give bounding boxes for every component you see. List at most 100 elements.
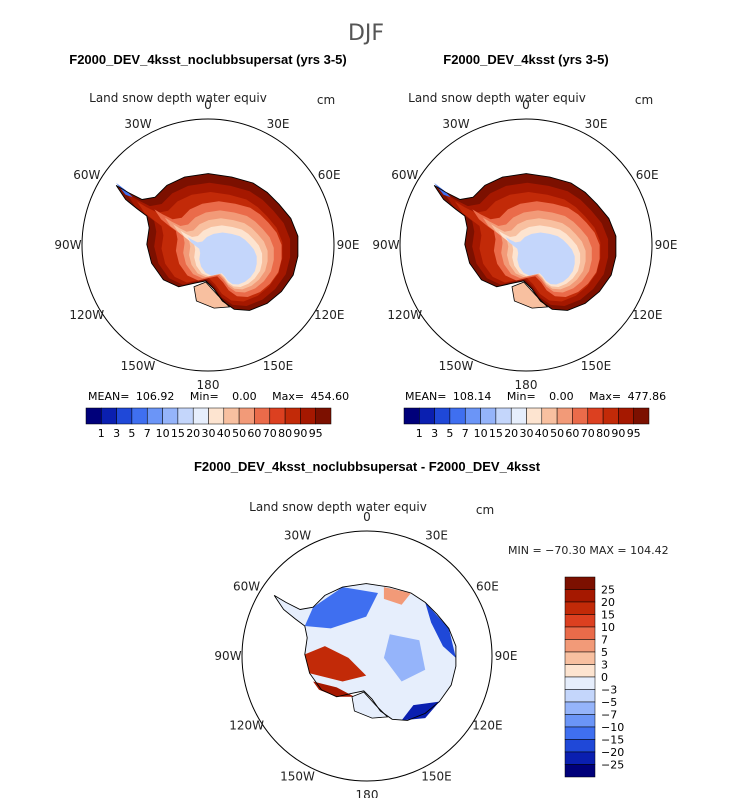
colorbar-swatch-5 bbox=[162, 407, 179, 425]
colorbar-swatch-8 bbox=[564, 676, 596, 690]
colorbar-tick-5: 5 bbox=[601, 646, 608, 659]
lon-label-8: 120W bbox=[387, 308, 422, 322]
colorbar-tick-7: 0 bbox=[601, 671, 608, 684]
colorbar-swatch-13 bbox=[602, 407, 619, 425]
panel-1-mean-label: MEAN= bbox=[88, 390, 129, 403]
diff-coastline bbox=[273, 583, 457, 721]
diff-anomaly-2 bbox=[401, 701, 440, 721]
colorbar-swatch-8 bbox=[208, 407, 225, 425]
colorbar-tick-12: 80 bbox=[278, 427, 292, 440]
diff-ross-ice-shelf bbox=[351, 691, 389, 719]
colorbar-swatch-3 bbox=[131, 407, 148, 425]
panel-1-max: 454.60 bbox=[311, 390, 350, 403]
p1-ross-ice-shelf bbox=[193, 281, 231, 309]
colorbar-swatch-11 bbox=[564, 714, 596, 728]
colorbar-tick-0: 1 bbox=[98, 427, 105, 440]
diff-panel-title: F2000_DEV_4ksst_noclubbsupersat - F2000_… bbox=[194, 459, 541, 474]
colorbar-swatch-1 bbox=[419, 407, 435, 425]
colorbar-swatch-11 bbox=[254, 407, 270, 425]
lon-label-11: 30W bbox=[284, 529, 311, 543]
colorbar-swatch-6 bbox=[495, 407, 512, 425]
panel-2-title: F2000_DEV_4ksst (yrs 3-5) bbox=[443, 52, 609, 67]
colorbar-tick-0: 25 bbox=[601, 584, 615, 597]
panel-1-mean: 106.92 bbox=[136, 390, 175, 403]
colorbar-tick-11: −10 bbox=[601, 721, 624, 734]
lon-label-0: 0 bbox=[363, 510, 371, 524]
diff-panel-units: cm bbox=[476, 503, 494, 517]
colorbar-swatch-14 bbox=[618, 407, 634, 425]
colorbar-tick-13: 90 bbox=[293, 427, 307, 440]
colorbar-tick-6: 20 bbox=[186, 427, 200, 440]
colorbar-swatch-9 bbox=[541, 407, 558, 425]
colorbar-swatch-15 bbox=[564, 764, 596, 778]
colorbar-swatch-12 bbox=[564, 726, 596, 740]
lon-label-10: 60W bbox=[73, 168, 100, 182]
colorbar-tick-10: 60 bbox=[247, 427, 261, 440]
colorbar-tick-8: 40 bbox=[217, 427, 231, 440]
p2-coastline bbox=[433, 173, 617, 311]
p1-coastline bbox=[115, 173, 299, 311]
diff-panel-minmax: MIN = −70.30 MAX = 104.42 bbox=[508, 544, 669, 557]
lon-label-8: 120W bbox=[69, 308, 104, 322]
colorbar-tick-0: 1 bbox=[416, 427, 423, 440]
panel-2-max: 477.86 bbox=[628, 390, 667, 403]
colorbar-tick-13: −20 bbox=[601, 746, 624, 759]
colorbar-swatch-3 bbox=[449, 407, 466, 425]
lon-label-2: 60E bbox=[636, 168, 659, 182]
colorbar-tick-3: 7 bbox=[462, 427, 469, 440]
colorbar-tick-12: −15 bbox=[601, 734, 624, 747]
colorbar-tick-2: 5 bbox=[128, 427, 135, 440]
panel-2-units: cm bbox=[635, 93, 653, 107]
lon-label-9: 90W bbox=[214, 649, 241, 663]
colorbar-tick-6: 3 bbox=[601, 659, 608, 672]
lon-label-8: 120W bbox=[229, 719, 264, 733]
colorbar-swatch-13 bbox=[564, 739, 596, 753]
diff-anomaly-4 bbox=[383, 587, 411, 605]
p1-snow-band-7 bbox=[187, 232, 257, 285]
lon-label-3: 90E bbox=[655, 238, 678, 252]
diff-panel-longitude-labels: 0 30E 60E 90E 120E 150E 180 150W 120W 90W 60W 30W bbox=[214, 510, 517, 798]
colorbar-swatch-15 bbox=[633, 407, 650, 425]
lon-label-6: 180 bbox=[515, 378, 538, 392]
panel-1-stats: MEAN= 106.92 Min= 0.00 Max= 454.60 bbox=[88, 390, 349, 403]
panel-2-longitude-labels: 0 30E 60E 90E 120E 150E 180 150W 120W 90W 60W 30W bbox=[372, 98, 677, 392]
colorbar-swatch-9 bbox=[564, 689, 596, 703]
colorbar-tick-14: −25 bbox=[601, 759, 624, 772]
colorbar-tick-1: 3 bbox=[113, 427, 120, 440]
colorbar-swatch-7 bbox=[192, 407, 209, 425]
diff-anomaly-0 bbox=[304, 587, 378, 629]
p2-snow-band-7 bbox=[505, 232, 575, 285]
colorbar-swatch-10 bbox=[564, 701, 596, 715]
diff-panel-map-boundary bbox=[241, 530, 493, 782]
lon-label-1: 30E bbox=[585, 117, 608, 131]
colorbar-swatch-10 bbox=[556, 407, 573, 425]
colorbar-swatch-0 bbox=[403, 407, 420, 425]
diff-anomaly-6 bbox=[313, 681, 355, 697]
lon-label-7: 150W bbox=[280, 769, 315, 783]
panel-2-min-label: Min= bbox=[507, 390, 536, 403]
lon-label-5: 150E bbox=[263, 359, 294, 373]
diff-anomaly-1 bbox=[425, 602, 456, 658]
lon-label-2: 60E bbox=[476, 580, 499, 594]
colorbar-tick-6: 20 bbox=[504, 427, 518, 440]
lon-label-2: 60E bbox=[318, 168, 341, 182]
lon-label-11: 30W bbox=[442, 117, 469, 131]
colorbar-tick-2: 15 bbox=[601, 609, 615, 622]
colorbar-swatch-6 bbox=[177, 407, 194, 425]
lon-label-6: 180 bbox=[197, 378, 220, 392]
colorbar-swatch-11 bbox=[572, 407, 588, 425]
colorbar-swatch-5 bbox=[480, 407, 497, 425]
colorbar-swatch-14 bbox=[300, 407, 316, 425]
colorbar-swatch-0 bbox=[564, 576, 596, 590]
colorbar-tick-4: 7 bbox=[601, 634, 608, 647]
colorbar-swatch-4 bbox=[465, 407, 481, 425]
panel-1-max-label: Max= bbox=[272, 390, 304, 403]
lon-label-5: 150E bbox=[581, 359, 612, 373]
colorbar-tick-8: 40 bbox=[535, 427, 549, 440]
panel-1: F2000_DEV_4ksst_noclubbsupersat (yrs 3-5… bbox=[54, 52, 359, 440]
diff-panel-map bbox=[273, 583, 457, 721]
colorbar-swatch-1 bbox=[101, 407, 117, 425]
colorbar-swatch-8 bbox=[526, 407, 543, 425]
panel-2: F2000_DEV_4ksst (yrs 3-5) Land snow dept… bbox=[372, 52, 677, 440]
